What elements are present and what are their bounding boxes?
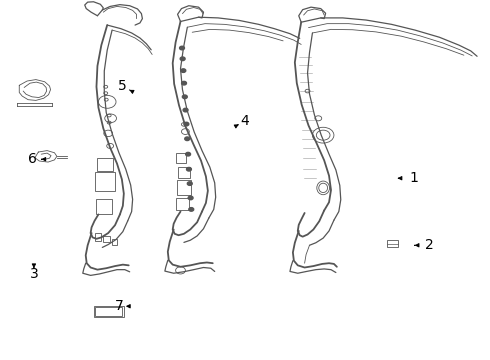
Bar [94, 306, 124, 317]
Bar [98, 158, 113, 171]
Text: 2: 2 [425, 238, 434, 252]
Text: 4: 4 [241, 114, 249, 128]
Circle shape [179, 46, 184, 50]
Circle shape [184, 122, 189, 126]
Bar [177, 167, 190, 178]
Bar [95, 307, 122, 316]
Bar [176, 180, 191, 195]
Text: 3: 3 [29, 267, 38, 281]
Bar [175, 198, 189, 211]
Circle shape [185, 137, 190, 140]
Circle shape [189, 208, 194, 211]
Bar [95, 233, 101, 241]
Bar [96, 172, 115, 192]
Text: 1: 1 [409, 171, 418, 185]
Circle shape [182, 81, 187, 85]
Text: 5: 5 [118, 79, 126, 93]
Bar [103, 236, 110, 242]
Text: 6: 6 [28, 152, 37, 166]
Circle shape [182, 95, 187, 99]
Bar [112, 239, 117, 244]
Circle shape [180, 57, 185, 60]
Circle shape [187, 182, 192, 185]
Circle shape [183, 108, 188, 112]
Text: 7: 7 [115, 299, 123, 313]
Circle shape [187, 167, 192, 171]
Circle shape [181, 69, 186, 72]
Circle shape [186, 152, 191, 156]
Bar [387, 240, 398, 247]
Bar [97, 199, 112, 215]
Circle shape [188, 196, 193, 200]
Bar [175, 153, 186, 163]
